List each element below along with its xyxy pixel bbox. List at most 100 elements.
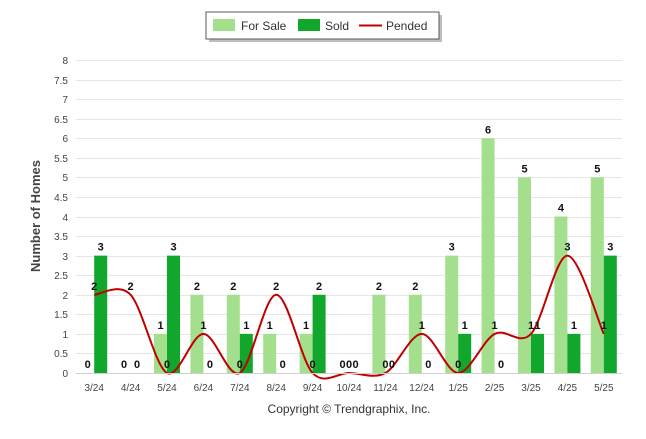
y-tick-label: 3 — [62, 252, 68, 263]
label-pended: 1 — [200, 320, 206, 332]
bar-for-sale — [554, 216, 568, 373]
label-pended: 2 — [273, 281, 279, 293]
y-tick-label: 2 — [62, 291, 68, 302]
x-tick-label: 12/24 — [409, 383, 434, 394]
y-tick-label: 5 — [62, 173, 68, 184]
label-pended: 1 — [528, 320, 534, 332]
label-for-sale: 5 — [521, 163, 527, 175]
label-for-sale: 1 — [303, 320, 309, 332]
legend-label-sold: Sold — [325, 19, 349, 33]
label-sold: 1 — [462, 320, 468, 332]
x-tick-label: 2/25 — [485, 383, 505, 394]
label-pended: 0 — [310, 359, 316, 371]
bar-for-sale — [226, 294, 240, 373]
bar-for-sale — [372, 294, 386, 373]
axis-layer: 0 0.5 1 1.5 2 2.5 3 3.5 4 4.5 5 5.5 6 6.5 7 7.5 8 3/24 4/2… — [54, 56, 622, 394]
bar-for-sale — [299, 333, 313, 373]
bar-for-sale — [590, 177, 604, 373]
label-for-sale: 1 — [267, 320, 273, 332]
bar-sold — [567, 333, 581, 373]
y-tick-label: 1 — [62, 330, 68, 341]
label-for-sale: 5 — [594, 163, 600, 175]
label-pended: 1 — [601, 320, 607, 332]
x-tick-label: 7/24 — [230, 383, 250, 394]
label-for-sale: 2 — [412, 281, 418, 293]
y-tick-label: 0 — [62, 369, 68, 380]
bar-sold — [167, 255, 180, 373]
label-pended: 0 — [455, 359, 461, 371]
label-pended: 1 — [492, 320, 498, 332]
x-tick-label: 6/24 — [194, 383, 214, 394]
y-tick-label: 1.5 — [54, 310, 68, 321]
bar-for-sale — [408, 294, 422, 373]
legend-label-pended: Pended — [386, 19, 427, 33]
x-tick-label: 10/24 — [336, 383, 361, 394]
x-tick-label: 5/25 — [594, 383, 614, 394]
label-sold: 0 — [280, 359, 286, 371]
x-tick-label: 5/24 — [157, 383, 177, 394]
label-sold: 0 — [207, 359, 213, 371]
bar-for-sale — [481, 138, 495, 373]
legend-label-for-sale: For Sale — [241, 19, 287, 33]
x-tick-label: 4/25 — [558, 383, 578, 394]
x-tick-label: 11/24 — [373, 383, 398, 394]
x-tick-label: 9/24 — [303, 383, 323, 394]
label-sold: 0 — [134, 359, 140, 371]
legend: For Sale Sold Pended — [205, 11, 442, 42]
label-for-sale: 0 — [85, 359, 91, 371]
bar-sold — [458, 333, 472, 373]
y-tick-label: 4.5 — [54, 193, 68, 204]
legend-swatch-for-sale — [213, 19, 235, 31]
label-pended: 0 — [164, 359, 170, 371]
y-tick-label: 6 — [62, 134, 68, 145]
label-sold: 1 — [534, 320, 540, 332]
y-tick-label: 4 — [62, 213, 68, 224]
label-sold: 3 — [607, 242, 613, 254]
label-for-sale: 2 — [194, 281, 200, 293]
x-tick-label: 1/25 — [448, 383, 468, 394]
label-for-sale: 0 — [121, 359, 127, 371]
y-tick-label: 5.5 — [54, 154, 68, 165]
label-pended: 0 — [382, 359, 388, 371]
y-axis-label: Number of Homes — [28, 160, 43, 272]
label-for-sale: 6 — [485, 124, 491, 136]
bar-sold — [94, 255, 108, 373]
legend-swatch-sold — [298, 19, 320, 31]
label-for-sale: 0 — [339, 359, 345, 371]
label-sold: 1 — [571, 320, 577, 332]
label-sold: 2 — [316, 281, 322, 293]
bar-for-sale — [190, 294, 204, 373]
bar-sold — [531, 333, 544, 373]
label-sold: 1 — [243, 320, 249, 332]
label-sold: 0 — [498, 359, 504, 371]
y-tick-label: 6.5 — [54, 115, 68, 126]
x-tick-label: 4/24 — [121, 383, 141, 394]
label-pended: 0 — [237, 359, 243, 371]
bar-sold — [312, 294, 326, 373]
label-sold: 0 — [352, 359, 358, 371]
y-tick-label: 0.5 — [54, 349, 68, 360]
label-sold: 0 — [389, 359, 395, 371]
bar-for-sale — [518, 177, 531, 373]
bar-sold — [239, 333, 253, 373]
label-for-sale: 2 — [376, 281, 382, 293]
label-for-sale: 3 — [449, 242, 455, 254]
bar-for-sale — [445, 255, 459, 373]
x-tick-label: 3/24 — [84, 383, 104, 394]
y-tick-label: 2.5 — [54, 271, 68, 282]
bar-for-sale — [154, 333, 167, 373]
label-pended: 0 — [346, 359, 352, 371]
label-for-sale: 1 — [157, 320, 163, 332]
x-tick-label: 3/25 — [521, 383, 541, 394]
label-pended: 3 — [564, 242, 570, 254]
label-for-sale: 4 — [558, 203, 565, 215]
label-sold: 3 — [170, 242, 176, 254]
label-for-sale: 2 — [230, 281, 236, 293]
y-tick-label: 7 — [62, 95, 68, 106]
y-tick-label: 8 — [62, 56, 68, 67]
label-pended: 1 — [419, 320, 425, 332]
label-pended: 2 — [91, 281, 97, 293]
